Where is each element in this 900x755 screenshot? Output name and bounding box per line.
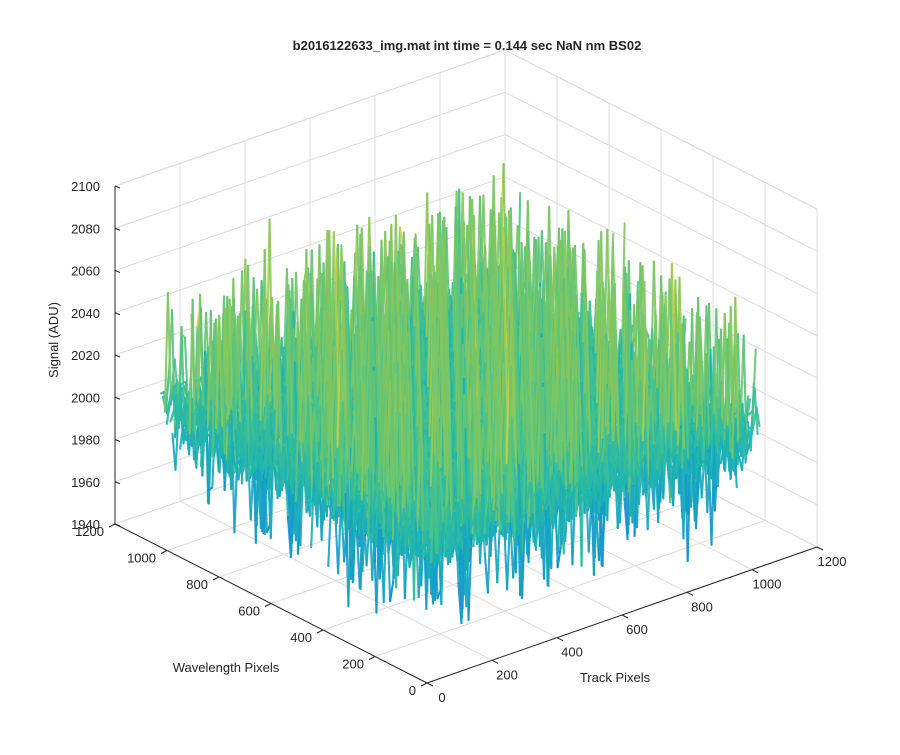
surface [161, 164, 759, 623]
surface-segment [180, 426, 183, 448]
surface-segment [171, 412, 174, 422]
chart-title: b2016122633_img.mat int time = 0.144 sec… [293, 38, 642, 53]
